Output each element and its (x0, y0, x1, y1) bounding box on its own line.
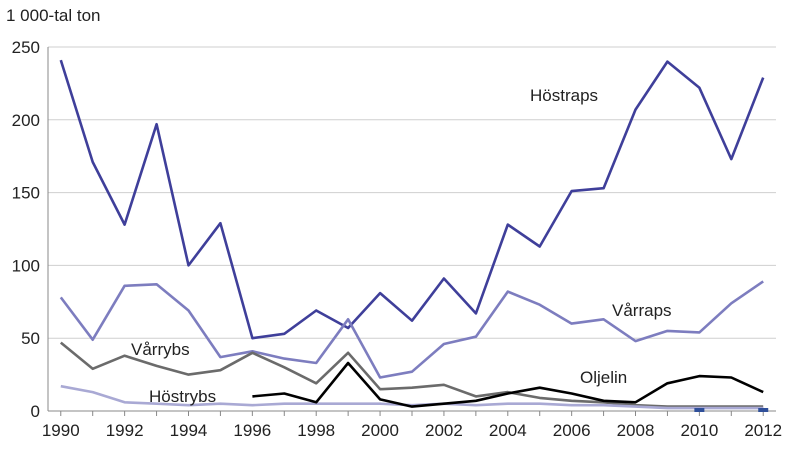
x-tick-label-2006: 2006 (553, 421, 591, 440)
x-tick-label-2008: 2008 (617, 421, 655, 440)
series-label-1: Vårraps (612, 301, 672, 320)
x-tick-label-1994: 1994 (170, 421, 208, 440)
series-label-4: Oljelin (580, 368, 627, 387)
x-tick-label-1998: 1998 (297, 421, 335, 440)
y-tick-label-250: 250 (12, 38, 40, 57)
y-tick-label-150: 150 (12, 184, 40, 203)
x-tick-label-1996: 1996 (233, 421, 271, 440)
series-line-2 (59, 341, 764, 408)
series-label-3: Höstrybs (149, 387, 216, 406)
y-tick-label-0: 0 (31, 402, 40, 421)
marker-2010 (694, 408, 705, 412)
x-tick-label-2002: 2002 (425, 421, 463, 440)
series-line-1 (59, 280, 764, 379)
y-axis-unit-label: 1 000-tal ton (6, 6, 101, 25)
x-tick-label-2012: 2012 (744, 421, 782, 440)
x-tick-label-2004: 2004 (489, 421, 527, 440)
y-tick-label-50: 50 (21, 329, 40, 348)
x-tick-label-1990: 1990 (42, 421, 80, 440)
series-line-0 (59, 59, 765, 340)
series-label-2: Vårrybs (131, 340, 190, 359)
x-tick-label-2000: 2000 (361, 421, 399, 440)
x-tick-label-1992: 1992 (106, 421, 144, 440)
y-tick-label-100: 100 (12, 256, 40, 275)
series-line-4 (252, 361, 764, 408)
marker-2012 (758, 408, 769, 412)
y-tick-label-200: 200 (12, 111, 40, 130)
x-tick-label-2010: 2010 (680, 421, 718, 440)
series-label-0: Höstraps (530, 86, 598, 105)
series-line-3 (60, 384, 764, 410)
